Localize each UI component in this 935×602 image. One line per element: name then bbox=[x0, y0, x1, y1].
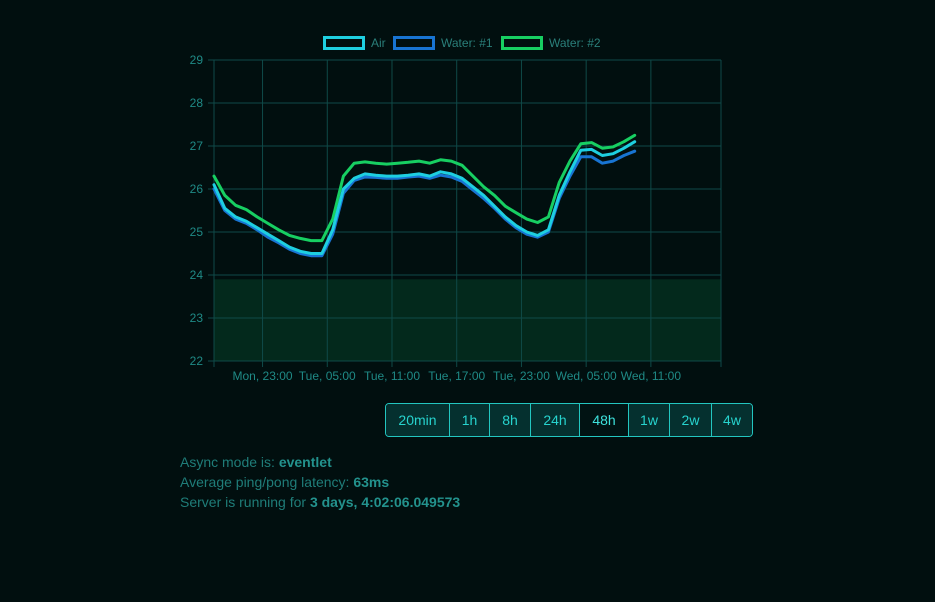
y-tick-label: 29 bbox=[190, 53, 204, 67]
range-button-48h[interactable]: 48h bbox=[579, 404, 628, 436]
range-button-2w[interactable]: 2w bbox=[669, 404, 711, 436]
legend-swatch bbox=[501, 36, 543, 50]
uptime-line: Server is running for 3 days, 4:02:06.04… bbox=[180, 494, 460, 510]
x-tick-label: Wed, 05:00 bbox=[556, 369, 617, 383]
legend-swatch bbox=[393, 36, 435, 50]
async-mode-label: Async mode is: bbox=[180, 454, 279, 470]
latency-value: 63ms bbox=[353, 474, 390, 490]
y-tick-label: 23 bbox=[190, 311, 204, 325]
y-tick-label: 25 bbox=[190, 225, 204, 239]
temperature-chart: 22 23 24 25 26 27 28 29 Mon, 23:00 Tue, 05:00 Tue,… bbox=[190, 36, 722, 383]
x-tick-label: Tue, 05:00 bbox=[299, 369, 356, 383]
x-tick-label: Tue, 11:00 bbox=[364, 369, 420, 383]
y-tick-label: 28 bbox=[190, 96, 204, 110]
series-line-2 bbox=[212, 133, 637, 243]
x-tick-label: Mon, 23:00 bbox=[233, 369, 293, 383]
x-tick-label: Tue, 17:00 bbox=[428, 369, 485, 383]
threshold-band bbox=[214, 279, 721, 361]
y-tick-label: 24 bbox=[190, 268, 204, 282]
async-mode-value: eventlet bbox=[278, 454, 332, 470]
legend-swatch bbox=[323, 36, 365, 50]
uptime-value: 3 days, 4:02:06.049573 bbox=[309, 494, 461, 510]
range-button-1w[interactable]: 1w bbox=[628, 404, 669, 436]
range-button-24h[interactable]: 24h bbox=[530, 404, 579, 436]
series-line-1 bbox=[212, 149, 637, 258]
range-button-1h[interactable]: 1h bbox=[449, 404, 489, 436]
latency-line: Average ping/pong latency: 63ms bbox=[180, 474, 389, 490]
legend-label: Water: #2 bbox=[549, 36, 601, 50]
legend-label: Water: #1 bbox=[441, 36, 493, 50]
y-tick-label: 26 bbox=[190, 182, 204, 196]
range-button-4w[interactable]: 4w bbox=[711, 404, 752, 436]
time-range-selector: 20min 1h 8h 24h 48h 1w 2w 4w bbox=[385, 403, 753, 437]
x-tick-label: Tue, 23:00 bbox=[493, 369, 550, 383]
async-mode-line: Async mode is: eventlet bbox=[180, 454, 332, 470]
uptime-label: Server is running for bbox=[180, 494, 310, 510]
y-tick-label: 22 bbox=[190, 354, 204, 368]
x-tick-label: Wed, 11:00 bbox=[621, 369, 682, 383]
range-button-8h[interactable]: 8h bbox=[489, 404, 530, 436]
y-tick-label: 27 bbox=[190, 139, 204, 153]
legend-label: Air bbox=[371, 36, 386, 50]
range-button-20min[interactable]: 20min bbox=[386, 404, 449, 436]
latency-label: Average ping/pong latency: bbox=[180, 474, 354, 490]
series-line-0 bbox=[212, 140, 637, 255]
